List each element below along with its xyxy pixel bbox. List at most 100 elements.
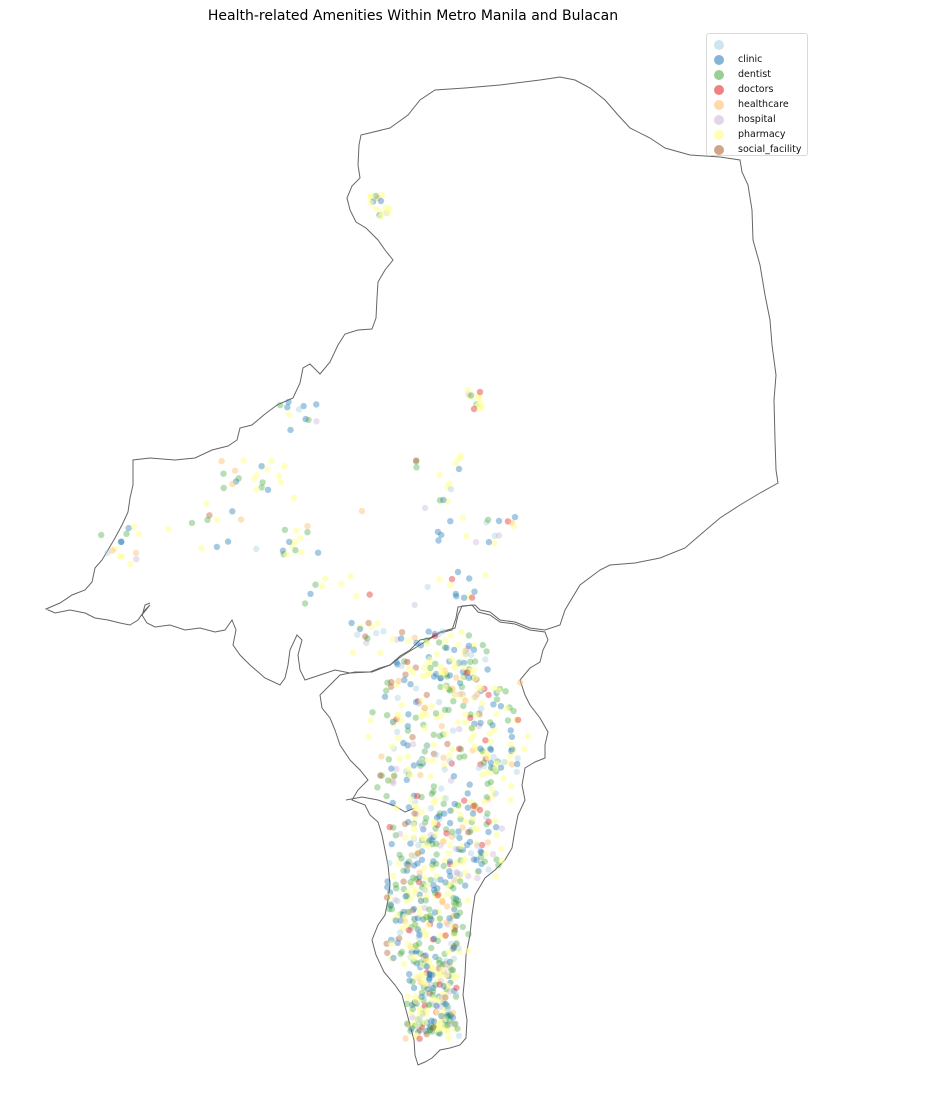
amenity-point [422, 991, 429, 999]
amenity-point [454, 912, 461, 920]
amenity-point [487, 738, 494, 745]
amenity-point [440, 838, 447, 845]
amenity-point [283, 551, 290, 558]
amenity-point [466, 575, 473, 582]
amenity-point [400, 878, 407, 885]
amenity-point [446, 880, 453, 888]
amenity-point [444, 1012, 451, 1019]
amenity-point [448, 760, 455, 767]
amenity-point [436, 922, 443, 929]
amenity-point [404, 993, 411, 1000]
amenity-point [384, 883, 391, 891]
amenity-point [229, 480, 236, 488]
amenity-point [430, 819, 438, 826]
amenity-point [367, 193, 374, 200]
amenity-point [408, 796, 415, 803]
amenity-point [442, 994, 449, 1001]
amenity-point [396, 755, 403, 762]
amenity-point [447, 485, 455, 493]
amenity-point [478, 700, 486, 707]
amenity-point [417, 897, 425, 905]
amenity-point [417, 950, 424, 957]
amenity-point [421, 904, 428, 912]
amenity-point [403, 867, 411, 874]
amenity-point [483, 519, 490, 526]
amenity-point [407, 878, 414, 886]
amenity-point [412, 714, 419, 721]
amenity-point [396, 851, 403, 859]
amenity-point [435, 1025, 443, 1033]
amenity-point [394, 912, 401, 919]
amenity-point [481, 798, 488, 805]
amenity-point [415, 842, 422, 849]
amenity-point [402, 893, 409, 900]
amenity-point [490, 792, 497, 799]
amenity-point [307, 590, 314, 598]
amenity-point [408, 852, 415, 859]
amenity-point [389, 718, 397, 726]
amenity-point [380, 628, 387, 635]
amenity-point [433, 650, 441, 658]
amenity-point [456, 834, 463, 841]
amenity-point [364, 635, 371, 642]
amenity-point [451, 876, 458, 884]
amenity-point [292, 527, 300, 534]
amenity-point [446, 988, 453, 995]
amenity-point [495, 687, 502, 694]
amenity-point [388, 955, 395, 963]
amenity-point [421, 886, 429, 894]
amenity-point [465, 829, 472, 836]
amenity-point [500, 775, 507, 782]
amenity-point [405, 766, 412, 773]
amenity-point [454, 897, 462, 904]
amenity-point [235, 475, 242, 482]
amenity-point [434, 892, 441, 899]
amenity-point [454, 1025, 461, 1032]
amenity-point [390, 954, 397, 962]
amenity-point [436, 995, 443, 1002]
amenity-point [484, 780, 491, 787]
amenity-point [483, 813, 490, 821]
amenity-point [422, 1028, 430, 1035]
amenity-point [424, 583, 431, 591]
legend-item-pharmacy: pharmacy [714, 127, 807, 142]
amenity-point [382, 204, 389, 211]
amenity-point [438, 994, 446, 1001]
amenity-point [393, 682, 400, 689]
amenity-point [416, 1027, 424, 1034]
amenity-point [445, 1034, 452, 1042]
amenity-point [410, 916, 417, 924]
amenity-point [409, 1005, 416, 1013]
amenity-point [384, 679, 391, 686]
amenity-point [426, 975, 433, 982]
amenity-point [456, 754, 463, 761]
amenity-point [251, 475, 258, 483]
amenity-point [409, 907, 417, 914]
amenity-point [421, 664, 428, 671]
amenity-point [478, 841, 486, 849]
amenity-point [111, 545, 119, 553]
amenity-point [460, 664, 468, 671]
amenity-point [423, 756, 430, 764]
amenity-point [472, 539, 480, 546]
amenity-point [501, 758, 508, 766]
amenity-point [467, 736, 474, 743]
amenity-point [421, 724, 428, 732]
amenity-point [411, 634, 418, 641]
amenity-point [404, 723, 411, 730]
amenity-point [426, 1027, 433, 1034]
amenity-point [394, 897, 401, 905]
amenity-point [285, 398, 292, 406]
amenity-point [452, 460, 459, 467]
amenity-point [466, 838, 474, 846]
amenity-point [467, 850, 475, 857]
amenity-point [489, 722, 496, 729]
amenity-point [434, 1009, 441, 1016]
amenity-point [426, 976, 433, 983]
amenity-point [457, 452, 464, 459]
amenity-point [407, 1027, 414, 1035]
amenity-point [448, 940, 455, 947]
amenity-point [467, 667, 474, 674]
amenity-point [418, 993, 425, 1000]
